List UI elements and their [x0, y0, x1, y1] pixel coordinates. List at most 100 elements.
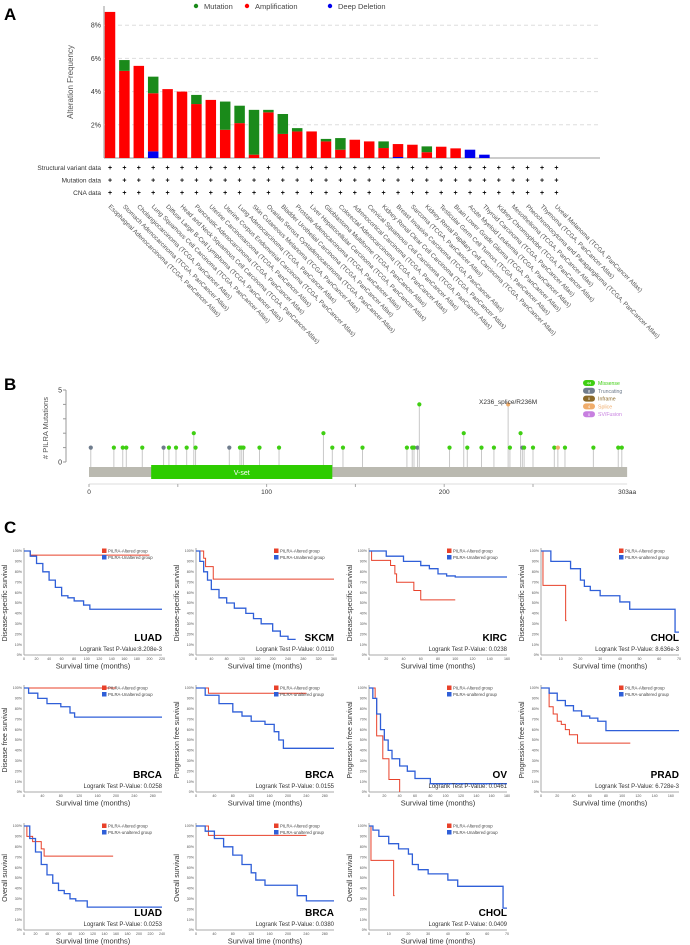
x-tick-label: 80: [436, 657, 440, 661]
row-mark: +: [468, 190, 472, 197]
row-mark: +: [194, 190, 198, 197]
y-tick-label: 20%: [15, 769, 23, 773]
row-mark: +: [353, 165, 357, 172]
cancer-label: CHOL: [651, 633, 679, 644]
bar-segment-mutation: [234, 105, 245, 124]
row-mark: +: [166, 178, 170, 185]
legend-label: PILRA-unaltered group: [625, 692, 670, 697]
p-value: Logrank Test P-Value: 0.0253: [84, 922, 163, 928]
bar-segment-deep-deletion: [392, 157, 404, 158]
y-tick-label: 90%: [187, 835, 195, 839]
x-tick-label: 20: [35, 657, 39, 661]
row-mark: +: [511, 165, 515, 172]
km-plot-brca: 0% 10% 20% 30% 40% 50% 60% 70% 80% 90% 100% 0 40 80 12…: [2, 685, 163, 808]
y-tick-label: 2%: [91, 122, 101, 129]
legend-swatch: [102, 692, 107, 697]
lollipop-head-missense: [340, 445, 346, 450]
y-tick-label: 0%: [362, 790, 368, 794]
row-mark: +: [425, 165, 429, 172]
x-tick-label: 120: [248, 794, 254, 798]
legend-pill: [583, 411, 595, 418]
bar-segment-mutation: [378, 141, 389, 149]
y-tick-label: 20%: [360, 769, 368, 773]
legend-label: PILRA-Altered group: [453, 686, 493, 691]
km-plot-prad: 0% 10% 20% 30% 40% 50% 60% 70% 80% 90% 100% 0 20 40 60…: [519, 685, 680, 808]
y-tick-label: 100%: [530, 686, 540, 690]
panel-a-bar-chart: 2% 4% 6% 8% Alteration Frequency Mutation Ampl…: [37, 2, 660, 346]
legend-swatch: [447, 692, 452, 697]
x-tick-label: 30: [426, 932, 430, 936]
y-tick-label: 70%: [360, 855, 368, 859]
bar-segment-mutation: [219, 101, 231, 130]
y-tick-label: 80%: [532, 570, 540, 574]
km-curve-altered: [196, 550, 334, 580]
x-tick-label: 160: [267, 794, 273, 798]
km-curve-altered: [24, 825, 114, 857]
panel-label: C: [4, 518, 16, 537]
y-tick-label: 30%: [187, 759, 195, 763]
bar-segment-deep-deletion: [479, 154, 490, 158]
y-axis-label: Disease-specific survival: [174, 564, 181, 641]
bar-segment-mutation: [320, 138, 332, 142]
y-tick-label: 40%: [187, 887, 195, 891]
bar-segment-mutation: [335, 138, 346, 150]
y-tick-label: 70%: [187, 717, 195, 721]
km-curve-unaltered: [369, 550, 507, 578]
x-tick-label: 60: [588, 794, 592, 798]
y-tick-label: 20%: [15, 907, 23, 911]
row-mark: +: [137, 190, 141, 197]
y-tick-label: 10%: [360, 643, 368, 647]
bar-segment-amplification: [119, 70, 130, 158]
cancer-label: LUAD: [134, 633, 162, 644]
protein-backbone: [89, 467, 628, 477]
x-tick-label: 140: [102, 932, 108, 936]
y-tick-label: 70%: [360, 717, 368, 721]
bar-segment-amplification: [407, 144, 418, 158]
row-mark: +: [180, 165, 184, 172]
p-value: Logrank Test P-Value: 0.0409: [429, 922, 508, 928]
x-tick-label: 160: [489, 794, 495, 798]
cancer-label: BRCA: [305, 770, 334, 781]
legend-label: PILRA-Altered group: [453, 824, 493, 829]
row-label: Mutation data: [62, 178, 102, 185]
legend-count: 4: [588, 404, 591, 409]
row-mark: +: [238, 190, 242, 197]
row-mark: +: [482, 165, 486, 172]
legend-label: PILRA-Altered group: [453, 549, 493, 554]
lollipop-head-missense: [166, 445, 172, 450]
legend-label: PILRA-unaltered group: [108, 830, 153, 835]
x-tick-label: 50: [466, 932, 470, 936]
y-tick-label: 50%: [15, 738, 23, 742]
x-tick-label: 360: [331, 657, 337, 661]
lollipop-head-truncating: [227, 445, 232, 450]
y-tick-label: 50%: [360, 601, 368, 605]
row-mark: +: [382, 165, 386, 172]
legend-swatch: [447, 548, 452, 553]
x-tick-label: 100: [261, 489, 272, 496]
y-tick-label: 20%: [187, 769, 195, 773]
bar-segment-mutation: [147, 76, 159, 94]
legend-label: Splice: [598, 404, 612, 410]
row-mark: +: [439, 178, 443, 185]
x-tick-label: 0: [368, 932, 370, 936]
cancer-label: OV: [493, 770, 508, 781]
y-tick-label: 90%: [15, 835, 23, 839]
row-mark: +: [554, 165, 558, 172]
row-label: CNA data: [73, 190, 101, 197]
legend-swatch: [274, 548, 279, 553]
legend-count: 0: [588, 396, 591, 401]
y-axis-label: Disease-specific survival: [519, 564, 526, 641]
x-tick-label: 100: [452, 657, 458, 661]
x-tick-label: 80: [231, 794, 235, 798]
bar-segment-deep-deletion: [147, 151, 159, 158]
bar-segment-mutation: [248, 109, 260, 155]
row-mark: +: [122, 178, 126, 185]
x-tick-label: 80: [68, 932, 72, 936]
row-mark: +: [396, 190, 400, 197]
y-tick-label: 70%: [532, 580, 540, 584]
x-tick-label: 60: [419, 657, 423, 661]
p-value: Logrank Test P-Value: 0.0461: [429, 784, 508, 790]
p-value: Logrank Test P-Value: 0.0258: [84, 784, 163, 790]
y-tick-label: 70%: [360, 580, 368, 584]
